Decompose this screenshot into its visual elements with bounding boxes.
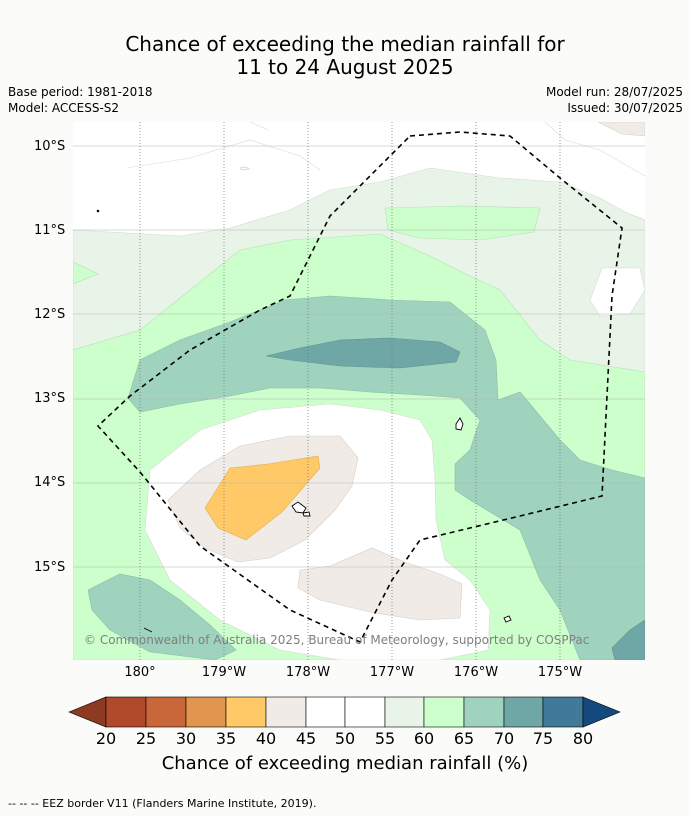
colorbar-tick: 35 <box>215 729 237 748</box>
colorbar-tick: 25 <box>135 729 157 748</box>
lon-label-175w: 175°W <box>537 665 583 680</box>
colorbar-tick: 60 <box>413 729 435 748</box>
colorbar-tick: 20 <box>95 729 117 748</box>
contour-40-45-northeast <box>597 122 645 137</box>
colorbar-tick: 50 <box>334 729 356 748</box>
colorbar-tick: 65 <box>453 729 475 748</box>
map-title-line-1: Chance of exceeding the median rainfall … <box>125 32 565 56</box>
lat-label-12s: 12°S <box>34 307 66 322</box>
contour-60-65-north <box>384 205 541 241</box>
copyright-notice: © Commonwealth of Australia 2025, Bureau… <box>84 633 590 647</box>
eez-legend-footer: -- -- -- EEZ border V11 (Flanders Marine… <box>8 797 317 810</box>
colorbar-tick: 40 <box>255 729 277 748</box>
colorbar-tick: 70 <box>493 729 515 748</box>
contour-70-75 <box>265 337 461 369</box>
colorbar-under-triangle <box>68 696 107 728</box>
lon-label-179w: 179°W <box>201 665 247 680</box>
island-outlines <box>96 166 512 633</box>
colorbar-tick: 45 <box>295 729 317 748</box>
contour-white-east <box>589 267 645 317</box>
issued-date: Issued: 30/07/2025 <box>567 101 683 115</box>
lon-label-178w: 178°W <box>285 665 331 680</box>
lat-label-15s: 15°S <box>34 560 66 575</box>
lat-label-11s: 11°S <box>34 223 66 238</box>
model-name: Model: ACCESS-S2 <box>8 101 120 115</box>
contour-40-45-south <box>297 547 463 621</box>
colorbar-over-triangle <box>582 696 621 728</box>
base-period: Base period: 1981-2018 <box>8 85 153 99</box>
colorbar-tick: 75 <box>532 729 554 748</box>
colorbar-tick: 55 <box>374 729 396 748</box>
map-title-line-2: 11 to 24 August 2025 <box>236 55 454 79</box>
lon-label-176w: 176°W <box>453 665 499 680</box>
rainfall-map <box>73 122 645 660</box>
lat-label-10s: 10°S <box>34 139 66 154</box>
contour-65-70 <box>127 295 645 660</box>
lon-label-180: 180° <box>124 665 156 680</box>
colorbar <box>68 696 621 728</box>
colorbar-tick: 80 <box>572 729 594 748</box>
model-run: Model run: 28/07/2025 <box>545 85 683 99</box>
eez-border <box>96 131 623 644</box>
colorbar-tick: 30 <box>175 729 197 748</box>
contour-35-40 <box>204 455 321 541</box>
colorbar-label: Chance of exceeding median rainfall (%) <box>161 753 529 774</box>
contour-line-north <box>126 122 645 177</box>
lat-label-14s: 14°S <box>34 475 66 490</box>
lat-gridlines <box>73 145 645 568</box>
contour-70-75-southeast <box>611 619 645 660</box>
lat-label-13s: 13°S <box>34 391 66 406</box>
contour-60-65-west <box>73 261 99 285</box>
lon-label-177w: 177°W <box>369 665 415 680</box>
